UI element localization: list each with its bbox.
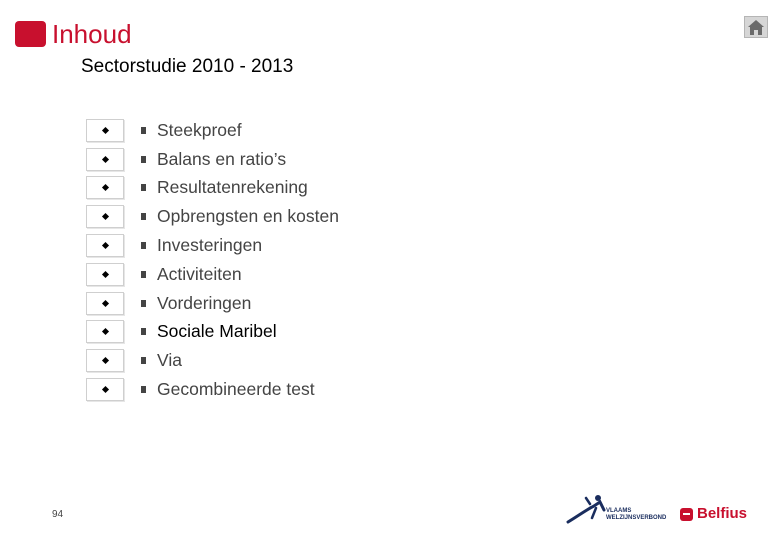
section-subtitle: Sectorstudie 2010 - 2013 <box>81 56 294 77</box>
square-bullet-icon <box>141 357 146 365</box>
toc-item-steekproef: Steekproef <box>86 116 339 145</box>
toc-label[interactable]: Steekproef <box>157 119 242 140</box>
toc-label[interactable]: Resultatenrekening <box>157 177 308 198</box>
page-number: 94 <box>52 509 64 520</box>
toc-label[interactable]: Opbrengsten en kosten <box>157 206 339 227</box>
nav-diamond-icon <box>101 213 109 221</box>
toc-label[interactable]: Vorderingen <box>157 292 252 313</box>
nav-button-balans[interactable] <box>86 147 124 171</box>
toc-label-active[interactable]: Sociale Maribel <box>157 321 277 342</box>
nav-diamond-icon <box>101 386 109 394</box>
nav-diamond-icon <box>101 184 109 192</box>
nav-button-via[interactable] <box>86 349 124 373</box>
toc-item-investeringen: Investeringen <box>86 231 339 260</box>
nav-button-vorderingen[interactable] <box>86 291 124 315</box>
nav-button-resultatenrekening[interactable] <box>86 176 124 200</box>
page-title: Inhoud <box>52 19 132 49</box>
square-bullet-icon <box>141 184 146 192</box>
square-bullet-icon <box>141 242 146 250</box>
square-bullet-icon <box>141 213 146 221</box>
toc-label[interactable]: Investeringen <box>157 235 263 256</box>
toc-item-sociale-maribel: Sociale Maribel <box>86 318 339 347</box>
nav-diamond-icon <box>101 126 109 134</box>
nav-diamond-icon <box>101 242 109 250</box>
toc-item-balans: Balans en ratio’s <box>86 145 339 174</box>
square-bullet-icon <box>141 328 146 336</box>
square-bullet-icon <box>141 386 146 394</box>
square-bullet-icon <box>141 299 146 307</box>
nav-diamond-icon <box>101 328 109 336</box>
home-glyph <box>748 20 764 35</box>
square-bullet-icon <box>141 155 146 163</box>
toc-label[interactable]: Balans en ratio’s <box>157 148 287 169</box>
toc-item-activiteiten: Activiteiten <box>86 260 339 289</box>
vwv-line-1: VLAAMS <box>606 508 632 514</box>
square-bullet-icon <box>141 270 146 278</box>
vwv-line-2: WELZIJNSVERBOND <box>606 515 667 521</box>
toc-item-via: Via <box>86 346 339 375</box>
table-of-contents: Steekproef Balans en ratio’s Resultatenr… <box>86 116 339 404</box>
toc-label[interactable]: Gecombineerde test <box>157 379 315 400</box>
toc-label[interactable]: Activiteiten <box>157 263 242 284</box>
nav-diamond-icon <box>101 155 109 163</box>
nav-button-investeringen[interactable] <box>86 234 124 258</box>
nav-button-sociale-maribel[interactable] <box>86 320 124 344</box>
toc-item-vorderingen: Vorderingen <box>86 289 339 318</box>
square-bullet-icon <box>141 126 146 134</box>
toc-item-opbrengsten: Opbrengsten en kosten <box>86 202 339 231</box>
nav-diamond-icon <box>101 299 109 307</box>
vwv-logo <box>566 495 606 524</box>
toc-label[interactable]: Via <box>157 350 182 371</box>
nav-button-opbrengsten[interactable] <box>86 205 124 229</box>
nav-diamond-icon <box>101 357 109 365</box>
vwv-logo-text: VLAAMS WELZIJNSVERBOND <box>606 508 666 522</box>
belfius-logo-text: Belfius <box>697 505 748 522</box>
belfius-logo-icon <box>680 508 693 521</box>
home-icon[interactable] <box>744 16 768 38</box>
nav-button-gecombineerde-test[interactable] <box>86 378 124 402</box>
nav-button-steekproef[interactable] <box>86 118 124 142</box>
brand-square-icon <box>15 21 46 47</box>
nav-button-activiteiten[interactable] <box>86 262 124 286</box>
toc-item-gecombineerde-test: Gecombineerde test <box>86 375 339 404</box>
nav-diamond-icon <box>101 270 109 278</box>
stick-figure-icon <box>566 495 606 524</box>
toc-item-resultatenrekening: Resultatenrekening <box>86 174 339 203</box>
